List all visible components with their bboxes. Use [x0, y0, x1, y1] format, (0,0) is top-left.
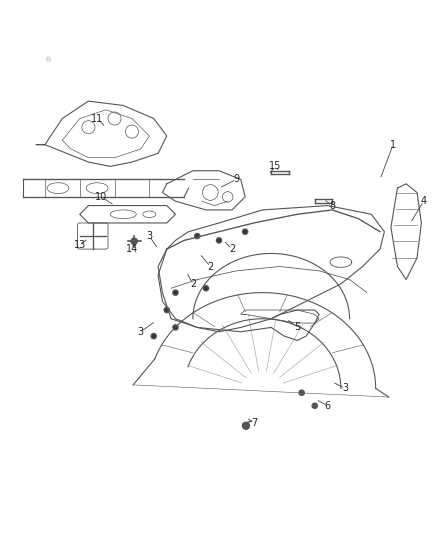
- Text: 8: 8: [329, 200, 335, 211]
- Text: 5: 5: [294, 322, 300, 333]
- Text: 2: 2: [229, 244, 235, 254]
- Text: 14: 14: [126, 244, 138, 254]
- Circle shape: [173, 290, 178, 295]
- Circle shape: [151, 334, 156, 339]
- Text: 15: 15: [269, 161, 282, 172]
- Text: 1: 1: [390, 140, 396, 150]
- Circle shape: [173, 325, 178, 330]
- Text: 10: 10: [95, 192, 108, 202]
- Circle shape: [203, 286, 208, 291]
- Text: 2: 2: [190, 279, 196, 289]
- Text: 3: 3: [146, 231, 152, 241]
- Text: 7: 7: [251, 418, 257, 428]
- Text: 4: 4: [420, 196, 427, 206]
- Circle shape: [194, 233, 200, 239]
- Circle shape: [299, 390, 304, 395]
- Circle shape: [216, 238, 222, 243]
- Text: 9: 9: [233, 174, 240, 184]
- Text: ®: ®: [45, 57, 52, 63]
- Circle shape: [164, 308, 170, 313]
- Circle shape: [243, 422, 250, 429]
- Text: 11: 11: [91, 114, 103, 124]
- Text: 6: 6: [325, 401, 331, 411]
- Text: 3: 3: [138, 327, 144, 337]
- Text: 3: 3: [342, 383, 348, 393]
- Text: 13: 13: [74, 240, 86, 250]
- Circle shape: [243, 229, 248, 235]
- Circle shape: [312, 403, 318, 408]
- Circle shape: [131, 238, 138, 245]
- Text: 2: 2: [207, 262, 213, 271]
